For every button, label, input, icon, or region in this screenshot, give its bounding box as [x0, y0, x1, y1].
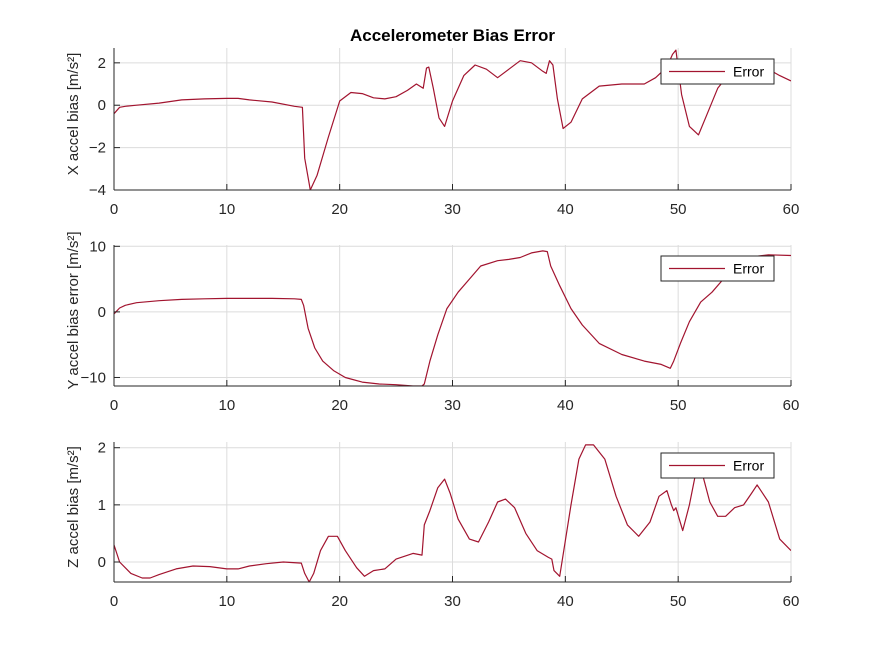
y-tick-label: 2: [98, 440, 106, 457]
x-tick-label: 60: [783, 397, 800, 414]
legend[interactable]: Error: [660, 255, 775, 282]
legend-label: Error: [733, 458, 764, 474]
x-tick-label: 20: [331, 397, 348, 414]
subplot-x-accel: 0 10 20 30 40 50 60 −4 −2 0 2 X accel bias [m/s²] Ac…: [65, 26, 799, 218]
x-tick-label: 20: [331, 593, 348, 610]
y-tick-label: 10: [89, 238, 106, 255]
x-tick-label: 10: [218, 201, 235, 218]
y-tick-label: −10: [81, 369, 106, 386]
y-axis-label: Z accel bias [m/s²]: [65, 446, 82, 568]
y-tick-label: 0: [98, 304, 106, 321]
x-tick-label: 40: [557, 593, 574, 610]
x-tick-label: 60: [783, 593, 800, 610]
x-tick-label: 30: [444, 397, 461, 414]
x-tick-label: 60: [783, 201, 800, 218]
y-tick-label: −2: [89, 140, 106, 157]
series-line-error: [114, 444, 791, 582]
legend[interactable]: Error: [660, 452, 775, 479]
x-tick-label: 20: [331, 201, 348, 218]
y-tick-label: −4: [89, 182, 106, 199]
legend-label: Error: [733, 261, 764, 277]
x-tick-label: 50: [670, 593, 687, 610]
x-tick-label: 30: [444, 201, 461, 218]
y-axis-label: Y accel bias error [m/s²]: [65, 231, 82, 389]
x-tick-label: 40: [557, 201, 574, 218]
y-tick-label: 1: [98, 497, 106, 514]
y-tick-label: 2: [98, 55, 106, 72]
subplot-z-accel: 0 10 20 30 40 50 60 0 1 2 Z accel bias [m/s²] Error: [65, 440, 799, 610]
series-line-error: [114, 250, 791, 386]
legend-label: Error: [733, 64, 764, 80]
x-tick-label: 40: [557, 397, 574, 414]
legend[interactable]: Error: [660, 58, 775, 85]
chart-title: Accelerometer Bias Error: [350, 26, 555, 45]
x-tick-label: 0: [110, 201, 118, 218]
x-tick-label: 10: [218, 593, 235, 610]
x-tick-label: 0: [110, 397, 118, 414]
y-tick-label: 0: [98, 97, 106, 114]
y-axis-label: X accel bias [m/s²]: [65, 53, 82, 176]
x-tick-label: 10: [218, 397, 235, 414]
x-tick-label: 50: [670, 397, 687, 414]
x-tick-label: 50: [670, 201, 687, 218]
x-tick-label: 0: [110, 593, 118, 610]
x-tick-label: 30: [444, 593, 461, 610]
y-tick-label: 0: [98, 554, 106, 571]
